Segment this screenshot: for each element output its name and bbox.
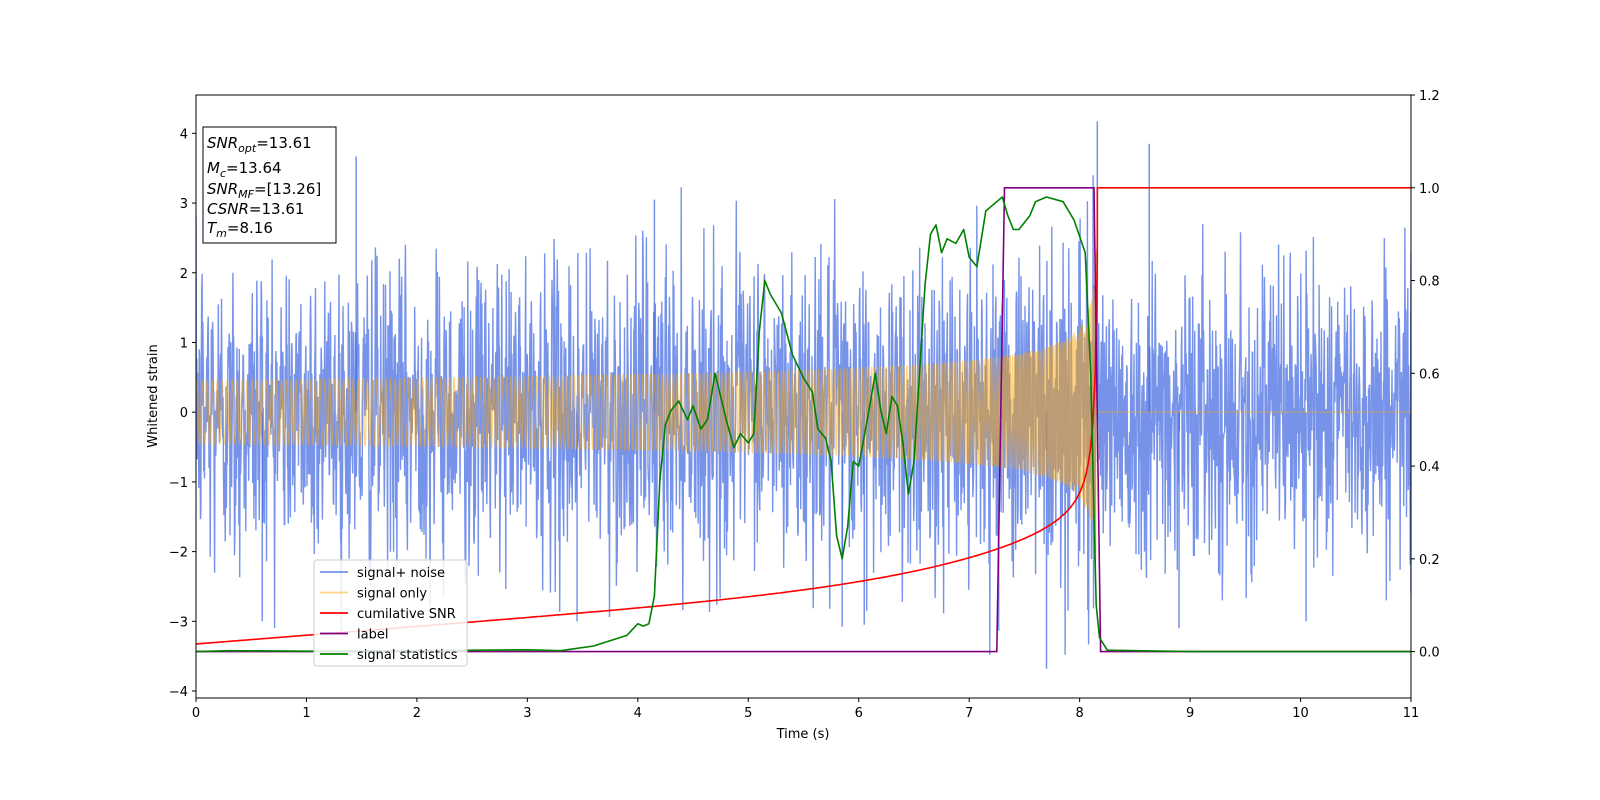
- y-axis-right: 0.0 0.2 0.4 0.6 0.8 1.0 1.2: [1411, 89, 1440, 661]
- x-tick-label: 3: [523, 706, 531, 721]
- y-tick-label: 4: [180, 127, 188, 142]
- x-tick-label: 9: [1186, 706, 1194, 721]
- info-box-frame: [202, 126, 337, 244]
- x-tick-label: 1: [302, 706, 310, 721]
- y-axis-title: Whitened strain: [146, 344, 161, 447]
- series-signal-statistics: [196, 196, 1411, 653]
- legend-frame: [313, 559, 468, 667]
- x-tick-label: 6: [855, 706, 863, 721]
- y-tick-label: 0: [180, 406, 188, 421]
- x-tick-label: 4: [634, 706, 642, 721]
- plot-frame: [195, 94, 1412, 699]
- x-tick-label: 7: [965, 706, 973, 721]
- x-tick-label: 5: [744, 706, 752, 721]
- x-tick-label: 2: [413, 706, 421, 721]
- y-tick-label: 2: [180, 267, 188, 282]
- y2-tick-label: 0.8: [1419, 275, 1440, 290]
- y-tick-label: −2: [169, 546, 188, 561]
- x-axis: 0 1 2 3 4 5 6 7 8 9 10 11: [192, 698, 1419, 721]
- info-snr-mf: SNRMF=[13.26]: [207, 180, 321, 201]
- legend-label: signal+ noise: [357, 566, 445, 581]
- legend: signal+ noise signal only cumilative SNR la…: [313, 559, 468, 667]
- y-tick-label: −3: [169, 615, 188, 630]
- legend-label: signal statistics: [357, 648, 458, 663]
- y2-tick-label: 1.0: [1419, 182, 1440, 197]
- y2-tick-label: 0.0: [1419, 646, 1440, 661]
- y2-tick-label: 1.2: [1419, 89, 1440, 104]
- y-tick-label: −1: [169, 476, 188, 491]
- x-tick-label: 8: [1075, 706, 1083, 721]
- y-tick-label: 1: [180, 336, 188, 351]
- x-tick-label: 11: [1403, 706, 1420, 721]
- info-tm: Tm=8.16: [207, 219, 273, 240]
- y2-tick-label: 0.2: [1419, 553, 1440, 568]
- info-mc: Mc=13.64: [207, 159, 282, 180]
- y-tick-label: −4: [169, 685, 188, 700]
- y2-tick-label: 0.4: [1419, 460, 1440, 475]
- info-csnr: CSNR=13.61: [207, 200, 304, 218]
- legend-label: cumilative SNR: [357, 607, 456, 622]
- y-tick-label: 3: [180, 197, 188, 212]
- series-signal-only: [196, 250, 1411, 561]
- y-axis-left: −4 −3 −2 −1 0 1 2 3 4: [169, 127, 196, 700]
- legend-label: signal only: [357, 587, 427, 602]
- legend-label: label: [357, 628, 388, 643]
- x-tick-label: 10: [1292, 706, 1309, 721]
- y2-tick-label: 0.6: [1419, 367, 1440, 382]
- info-box: SNRopt=13.61 Mc=13.64 SNRMF=[13.26] CSNR…: [202, 126, 337, 244]
- x-axis-title: Time (s): [776, 727, 830, 742]
- x-tick-label: 0: [192, 706, 200, 721]
- series-signal-noise: [196, 175, 1411, 655]
- info-snr-opt: SNRopt=13.61: [207, 134, 312, 155]
